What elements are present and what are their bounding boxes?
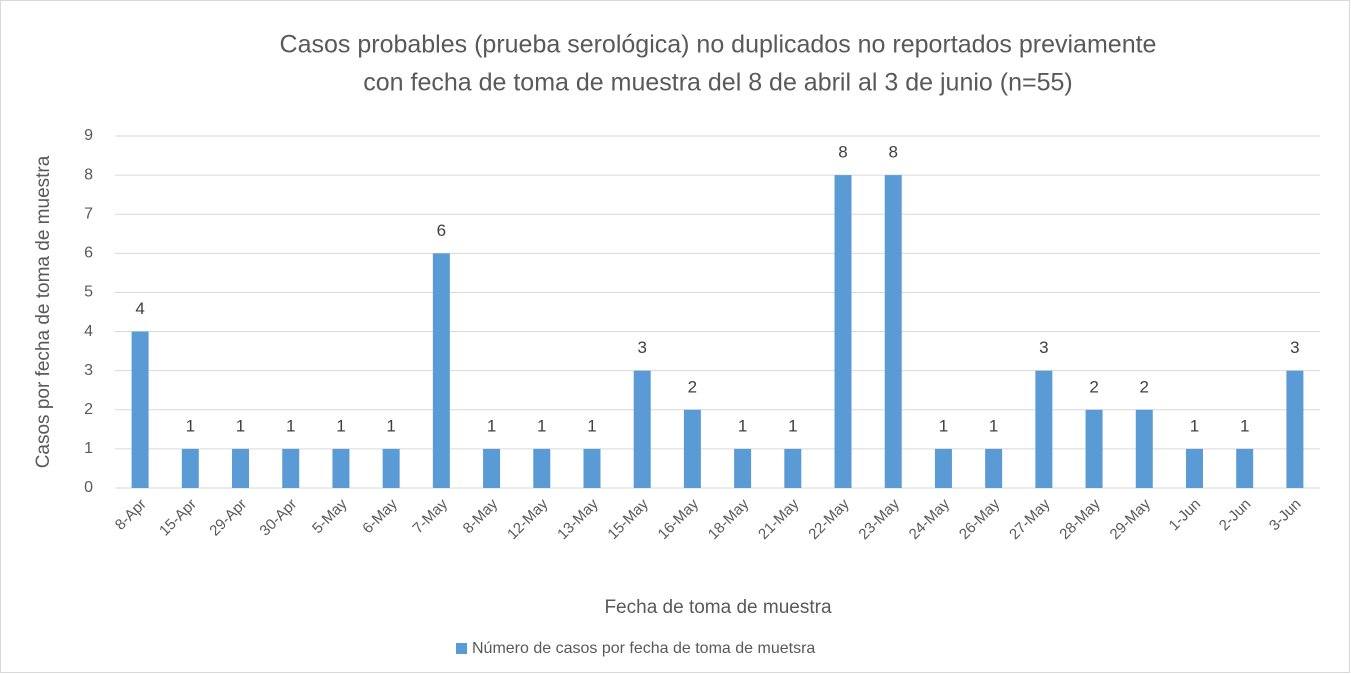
data-label: 1 [939, 416, 948, 435]
y-tick-label: 8 [84, 166, 93, 183]
bar [784, 448, 802, 488]
bar [483, 448, 501, 488]
data-label: 3 [1039, 338, 1048, 357]
bar [934, 448, 952, 488]
data-label: 1 [587, 416, 596, 435]
bar [432, 253, 450, 488]
y-tick-label: 9 [84, 127, 93, 144]
data-label: 1 [1190, 416, 1199, 435]
bar [734, 448, 752, 488]
data-label: 1 [1240, 416, 1249, 435]
data-label: 1 [487, 416, 496, 435]
x-axis-label: Fecha de toma de muestra [604, 597, 831, 618]
data-label: 1 [788, 416, 797, 435]
bar [232, 448, 250, 488]
legend-swatch [456, 643, 467, 654]
data-label: 1 [186, 416, 195, 435]
y-tick-label: 1 [84, 440, 93, 457]
bar [332, 448, 350, 488]
data-label: 1 [336, 416, 345, 435]
data-label: 1 [386, 416, 395, 435]
bar [1286, 370, 1304, 488]
data-label: 1 [537, 416, 546, 435]
bar [583, 448, 601, 488]
bar [1085, 409, 1103, 488]
data-label: 2 [1089, 377, 1098, 396]
data-label: 2 [1140, 377, 1149, 396]
bar [834, 175, 852, 488]
data-label: 1 [989, 416, 998, 435]
bar [1135, 409, 1153, 488]
y-tick-label: 0 [84, 479, 93, 496]
y-tick-label: 7 [84, 205, 93, 222]
data-label: 4 [135, 299, 144, 318]
bar [382, 448, 400, 488]
y-tick-label: 4 [84, 323, 93, 340]
bar [131, 331, 149, 488]
bar [1236, 448, 1254, 488]
data-label: 3 [1290, 338, 1299, 357]
bar [985, 448, 1003, 488]
data-label: 1 [738, 416, 747, 435]
y-tick-label: 3 [84, 362, 93, 379]
bar [633, 370, 651, 488]
chart-title: con fecha de toma de muestra del 8 de ab… [363, 69, 1072, 97]
data-label: 8 [888, 143, 897, 162]
bar [533, 448, 551, 488]
y-tick-label: 6 [84, 245, 93, 262]
data-label: 3 [637, 338, 646, 357]
y-axis-label: Casos por fecha de toma de muestra [33, 155, 54, 468]
y-tick-label: 5 [84, 284, 93, 301]
data-label: 2 [688, 377, 697, 396]
legend-label: Número de casos por fecha de toma de mue… [472, 640, 815, 657]
bar [683, 409, 701, 488]
data-label: 8 [838, 143, 847, 162]
bar [1035, 370, 1053, 488]
bar [884, 175, 902, 488]
y-tick-label: 2 [84, 401, 93, 418]
data-label: 1 [286, 416, 295, 435]
bar [1185, 448, 1203, 488]
bar [282, 448, 300, 488]
bar [181, 448, 199, 488]
data-label: 6 [437, 221, 446, 240]
data-label: 1 [236, 416, 245, 435]
chart-title: Casos probables (prueba serológica) no d… [280, 31, 1157, 59]
